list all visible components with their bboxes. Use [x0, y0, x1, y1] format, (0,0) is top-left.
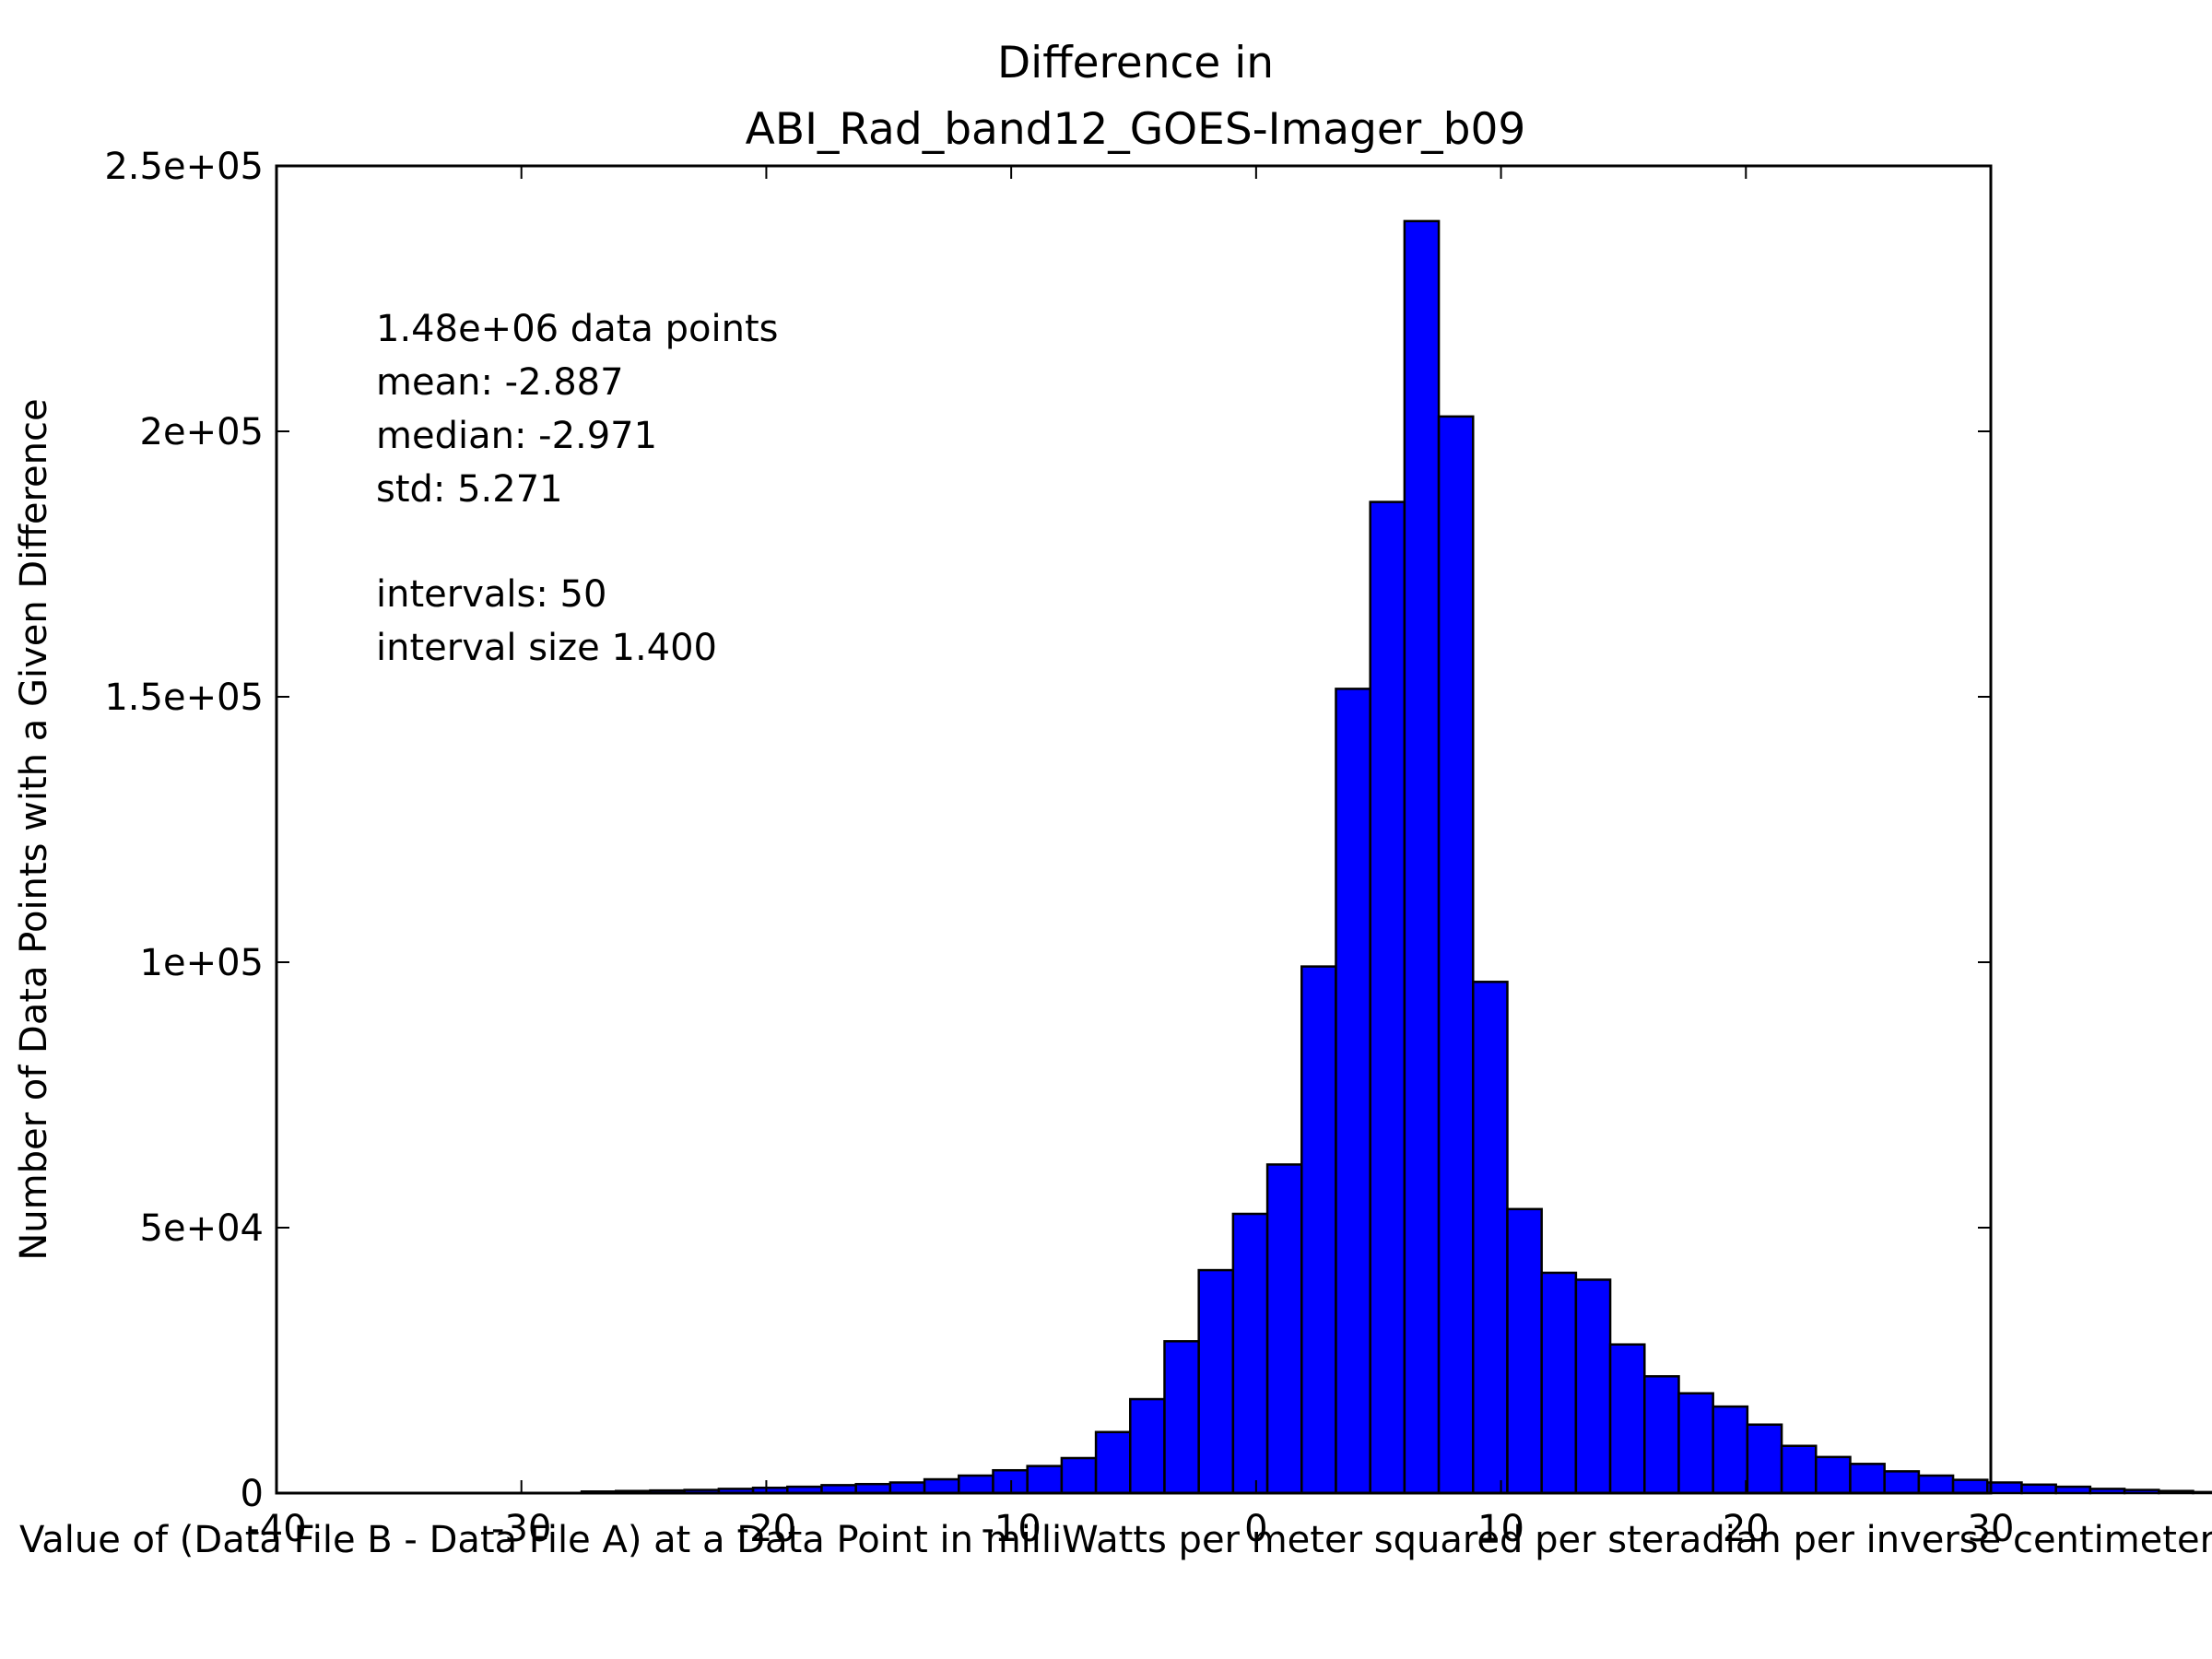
- histogram-bar: [2123, 1488, 2160, 1495]
- histogram-bar: [2054, 1485, 2092, 1495]
- x-tick-label: 20: [1723, 1508, 1770, 1550]
- histogram-bar: [1849, 1463, 1886, 1495]
- histogram-bar: [1472, 981, 1509, 1495]
- chart-title-line-2: ABI_Rad_band12_GOES-Imager_b09: [746, 104, 1526, 155]
- y-tick-label: 5e+04: [140, 1207, 264, 1250]
- histogram-bar: [923, 1477, 960, 1495]
- histogram-bar: [2192, 1490, 2212, 1495]
- histogram-bar: [1026, 1465, 1064, 1495]
- histogram-bar: [1437, 415, 1475, 1495]
- stats-annotation: 1.48e+06 data points mean: -2.887 median…: [376, 308, 778, 669]
- histogram-bar: [1403, 219, 1441, 1495]
- histogram-bar: [1746, 1423, 1783, 1495]
- x-axis-ticks: -40 -30 -20 -10 0 10 20 30: [246, 166, 2014, 1550]
- histogram-bar: [1540, 1271, 1578, 1495]
- stats-interval-size: interval size 1.400: [376, 627, 717, 669]
- histogram-bar: [1094, 1430, 1132, 1495]
- histogram-bar: [1883, 1470, 1921, 1495]
- histogram-bar: [1986, 1481, 2023, 1495]
- histogram-bar: [1780, 1444, 1818, 1495]
- stats-mean: mean: -2.887: [376, 361, 624, 404]
- x-tick-label: 0: [1244, 1508, 1267, 1550]
- plot-frame: [275, 164, 1993, 1495]
- histogram-bar: [1815, 1455, 1852, 1495]
- x-tick-label: -40: [246, 1508, 306, 1550]
- histogram-bar: [1369, 500, 1406, 1495]
- histogram-bar: [992, 1468, 1029, 1495]
- histogram-bar: [1574, 1278, 1612, 1495]
- histogram-bar: [2020, 1483, 2057, 1495]
- stats-median: median: -2.971: [376, 415, 657, 457]
- y-axis-ticks: 0 5e+04 1e+05 1.5e+05 2e+05 2.5e+05: [104, 146, 1991, 1515]
- histogram-bar: [1060, 1456, 1098, 1495]
- histogram-bar: [1197, 1268, 1235, 1495]
- y-tick-label: 1.5e+05: [104, 677, 264, 719]
- stats-data-points: 1.48e+06 data points: [376, 308, 778, 350]
- histogram-bar: [1335, 688, 1371, 1495]
- histogram-bar: [1608, 1343, 1646, 1495]
- histogram-bar: [1677, 1392, 1714, 1495]
- histogram-bar: [1129, 1397, 1166, 1495]
- histogram-bar: [2088, 1488, 2126, 1495]
- x-tick-label: -10: [981, 1508, 1041, 1550]
- y-tick-label: 2e+05: [140, 411, 264, 453]
- histogram-bar: [1265, 1163, 1303, 1495]
- stats-std: std: 5.271: [376, 468, 563, 511]
- x-axis-label: Value of (Data File B - Data File A) at …: [19, 1519, 2212, 1561]
- stats-intervals: intervals: 50: [376, 573, 606, 616]
- x-tick-label: 30: [1968, 1508, 2015, 1550]
- histogram-bar: [1643, 1375, 1680, 1495]
- chart-title-line-1: Difference in: [997, 38, 1274, 88]
- y-tick-label: 2.5e+05: [104, 146, 264, 188]
- x-tick-label: 10: [1477, 1508, 1524, 1550]
- histogram-bar: [1712, 1405, 1749, 1495]
- x-tick-label: -20: [736, 1508, 796, 1550]
- y-tick-label: 1e+05: [140, 942, 264, 984]
- histogram-bar: [1951, 1478, 1989, 1495]
- histogram-bar: [958, 1474, 994, 1495]
- x-tick-label: -30: [491, 1508, 551, 1550]
- y-tick-label: 0: [241, 1473, 264, 1515]
- histogram-bar: [1506, 1207, 1543, 1495]
- histogram-bar: [888, 1481, 926, 1495]
- histogram-bar: [2158, 1489, 2194, 1495]
- y-axis-label: Number of Data Points with a Given Diffe…: [13, 398, 55, 1260]
- histogram-bar: [1917, 1474, 1955, 1495]
- histogram-bar: [1163, 1340, 1200, 1495]
- histogram-bar: [1231, 1212, 1269, 1495]
- histogram-bar: [1300, 965, 1337, 1495]
